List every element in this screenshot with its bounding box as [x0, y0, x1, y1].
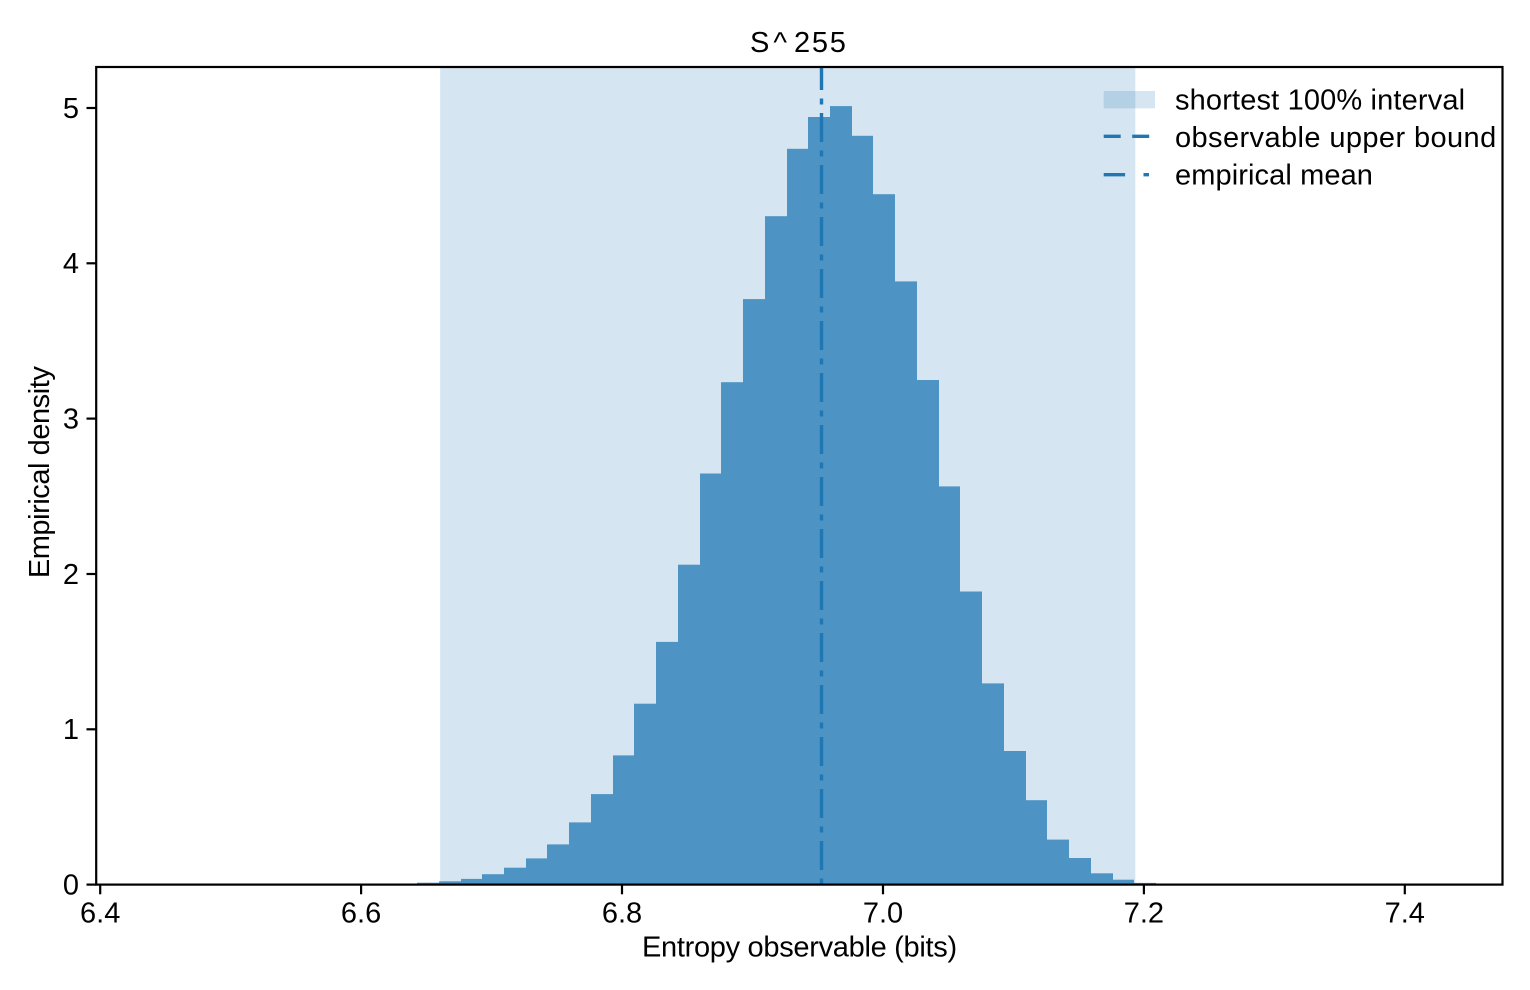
svg-text:S^255: S ^ 255 — [750, 27, 848, 59]
svg-text:Entropy observable (bits): Entropy observable (bits) — [642, 932, 957, 964]
svg-text:6.6: 6.6 — [341, 897, 381, 929]
svg-text:observable upper bound: observable upper bound — [1175, 122, 1497, 154]
svg-text:5: 5 — [63, 93, 79, 125]
svg-text:shortest 100% interval: shortest 100% interval — [1175, 84, 1465, 116]
svg-text:0: 0 — [63, 870, 79, 902]
svg-text:7.4: 7.4 — [1385, 897, 1425, 929]
svg-text:6.4: 6.4 — [80, 897, 120, 929]
svg-text:7.2: 7.2 — [1124, 897, 1164, 929]
svg-text:1: 1 — [63, 714, 79, 746]
svg-text:3: 3 — [63, 404, 79, 436]
svg-text:4: 4 — [63, 248, 79, 280]
svg-text:Empirical density: Empirical density — [24, 366, 56, 578]
svg-text:6.8: 6.8 — [602, 897, 642, 929]
svg-text:2: 2 — [63, 559, 79, 591]
svg-text:7.0: 7.0 — [863, 897, 903, 929]
svg-text:empirical mean: empirical mean — [1175, 159, 1373, 191]
